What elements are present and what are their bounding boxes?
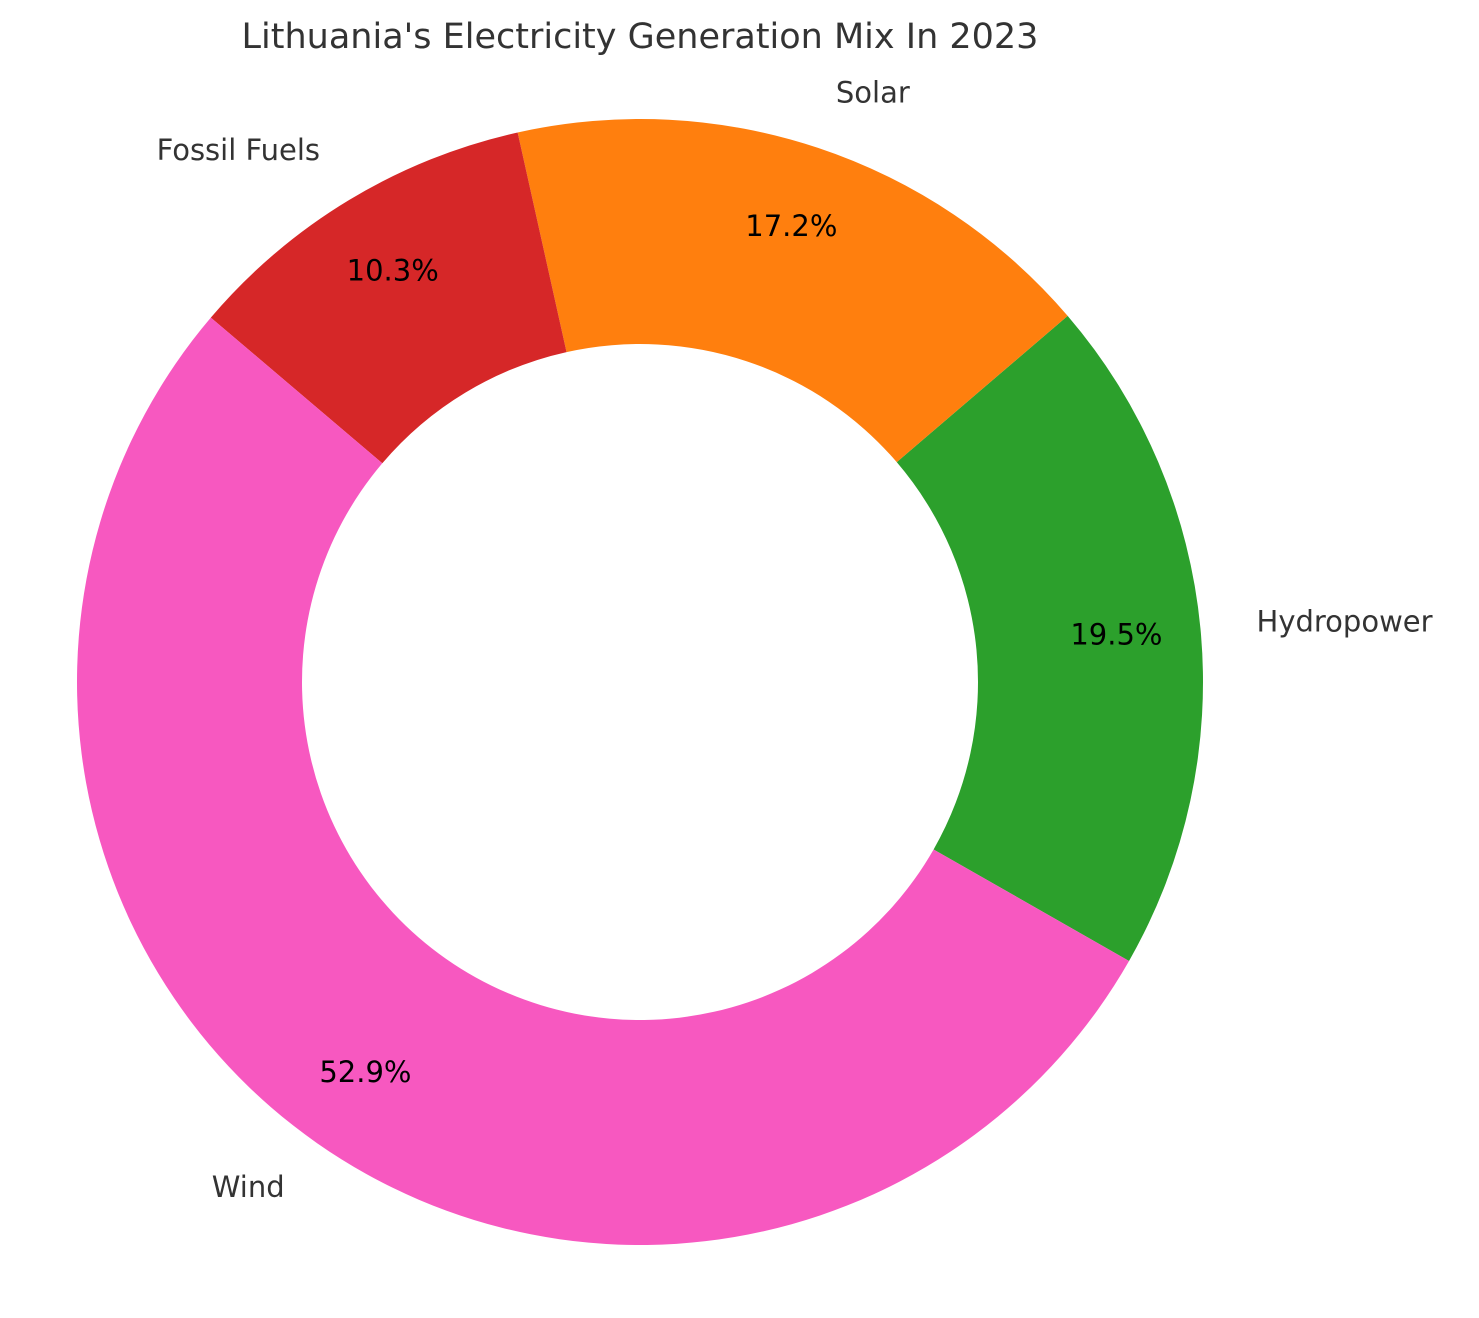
donut-slice [210, 132, 567, 464]
category-label: Wind [212, 1170, 285, 1204]
value-label: 17.2% [745, 209, 837, 243]
value-label: 52.9% [319, 1055, 411, 1089]
category-label: Solar [836, 75, 910, 109]
value-label: 10.3% [347, 253, 439, 287]
category-label: Fossil Fuels [157, 133, 320, 167]
donut-slice [517, 119, 1068, 463]
category-label: Hydropower [1257, 604, 1433, 638]
value-label: 19.5% [1070, 618, 1162, 652]
chart-title: Lithuania's Electricity Generation Mix I… [242, 17, 1039, 57]
donut-slice [896, 315, 1203, 961]
donut-slice [77, 317, 1130, 1245]
